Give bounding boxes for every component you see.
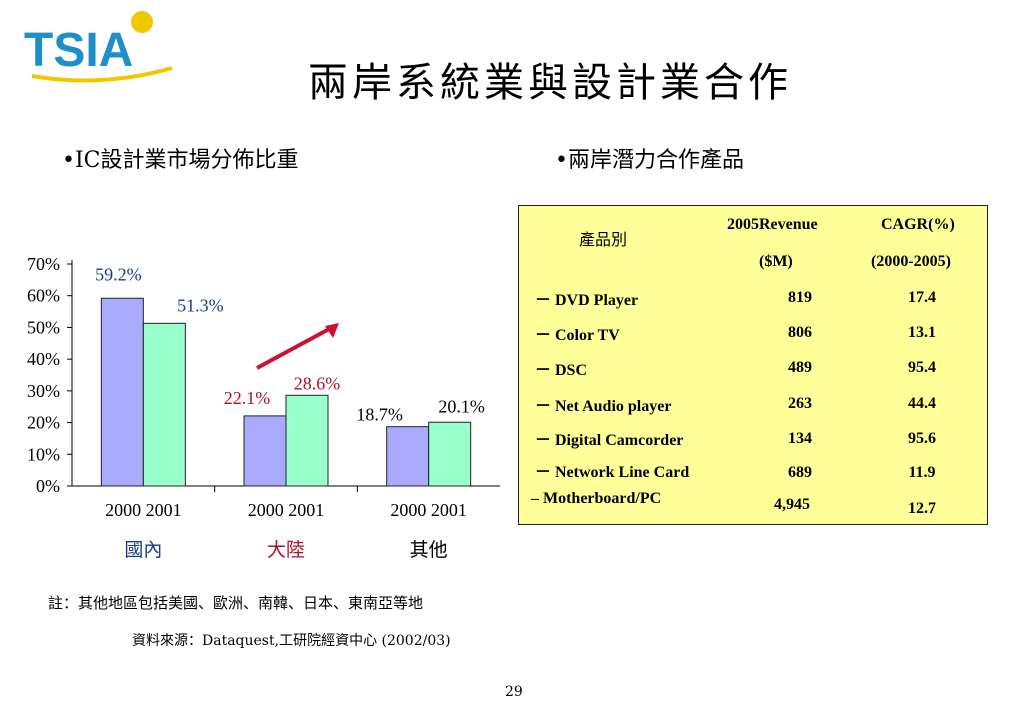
y-tick-label: 70%	[27, 254, 60, 274]
bar-2001	[285, 394, 329, 487]
data-label: 18.7%	[356, 405, 403, 425]
table-row-revenue: 819	[788, 289, 812, 306]
category-label: 大陸	[267, 539, 305, 561]
y-tick-label: 50%	[27, 317, 60, 337]
table-row-cagr: 11.9	[908, 464, 936, 481]
data-label: 20.1%	[438, 396, 485, 416]
logo-sun-icon	[131, 11, 153, 33]
y-tick-label: 10%	[27, 444, 60, 464]
x-tick-label: 2000 2001	[105, 500, 182, 520]
table-row-name: － Net Audio player	[535, 398, 672, 415]
table-row-revenue: 263	[788, 395, 812, 412]
header-cagr: CAGR(%)	[881, 216, 955, 233]
table-row-cagr: 44.4	[908, 395, 936, 412]
table-row-name: － Color TV	[535, 327, 620, 344]
category-label: 其他	[410, 539, 448, 561]
table-row-name: － Digital Camcorder	[535, 432, 684, 449]
bar-2001	[428, 421, 472, 487]
table-row-cagr: 95.4	[908, 359, 936, 376]
table-row-cagr: 12.7	[908, 500, 936, 517]
source-note: 資料來源：Dataquest,工研院經資中心 (2002/03)	[132, 633, 451, 649]
y-tick-label: 0%	[36, 476, 60, 496]
table-row-name: － DSC	[535, 362, 588, 379]
page-title: 兩岸系統業與設計業合作	[308, 60, 792, 106]
x-tick-label: 2000 2001	[248, 500, 325, 520]
bar-2001	[142, 322, 186, 487]
y-tick-label: 60%	[27, 286, 60, 306]
table-row-cagr: 95.6	[908, 430, 936, 447]
growth-arrow-icon	[256, 323, 339, 370]
footnote: 註：其他地區包括美國、歐洲、南韓、日本、東南亞等地	[48, 594, 424, 612]
data-label: 22.1%	[224, 388, 271, 408]
header-revenue: 2005Revenue	[727, 216, 818, 233]
header-revenue-unit: ($M)	[759, 253, 793, 270]
y-tick-label: 40%	[27, 349, 60, 369]
logo-text: TSIA	[24, 24, 133, 77]
bar-2000	[243, 415, 287, 487]
tsia-logo: TSIA	[24, 11, 173, 83]
table-row-revenue: 134	[788, 430, 812, 447]
y-tick-label: 30%	[27, 381, 60, 401]
table-row-revenue: 689	[788, 464, 812, 481]
header-cagr-period: (2000-2005)	[871, 253, 951, 270]
table-row-cagr: 17.4	[908, 289, 936, 306]
bar-chart: 0% 10% 20% 30% 40% 50% 60% 70% 59.2% 51.3% 2000 20…	[27, 254, 500, 561]
x-tick-label: 2000 2001	[390, 500, 467, 520]
data-label: 28.6%	[294, 373, 341, 393]
y-tick-label: 20%	[27, 413, 60, 433]
bar-2000	[386, 426, 430, 487]
logo-swoosh	[31, 66, 173, 83]
table-row-name: － Network Line Card	[535, 464, 690, 481]
table-row-name: － DVD Player	[535, 292, 639, 309]
chart-heading: •IC設計業市場分佈比重	[62, 148, 299, 173]
category-label: 國內	[124, 539, 162, 561]
page-number: 29	[505, 684, 523, 700]
bar-2000	[100, 297, 144, 487]
header-product: 產品別	[579, 230, 628, 249]
data-label: 59.2%	[95, 264, 142, 284]
table-row-revenue: 489	[788, 359, 812, 376]
table-row-revenue: 4,945	[774, 496, 810, 513]
table-row-name: ‒ Motherboard/PC	[531, 490, 662, 507]
table-row-revenue: 806	[788, 324, 812, 341]
data-label: 51.3%	[177, 295, 224, 315]
products-table: 產品別 2005Revenue ($M) CAGR(%) (2000-2005)…	[518, 205, 988, 525]
table-row-cagr: 13.1	[908, 324, 936, 341]
table-heading: •兩岸潛力合作產品	[555, 148, 744, 173]
